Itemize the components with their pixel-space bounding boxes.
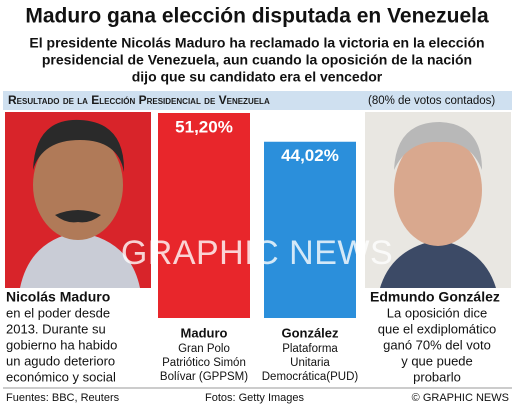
candidate-description: gobierno ha habido	[6, 337, 117, 352]
candidate-description: un agudo deterioro	[6, 353, 115, 368]
value-label: 44,02%	[281, 146, 339, 165]
candidate-description: en el poder desde	[6, 305, 110, 320]
value-label: 51,20%	[175, 117, 233, 136]
category-detail: Gran Polo	[178, 343, 230, 355]
candidate-description: La oposición dice	[387, 305, 487, 320]
category-detail: Unitaria	[290, 357, 330, 369]
footer-sources: Fuentes: BBC, Reuters	[6, 392, 120, 404]
candidate-description: probarlo	[413, 369, 461, 384]
candidate-name: Edmundo González	[370, 289, 500, 305]
category-detail: Democrática(PUD)	[262, 371, 359, 383]
candidate-description: y que puede	[401, 353, 473, 368]
chart-note: (80% de votos contados)	[368, 95, 495, 107]
chart-title: Resultado de la Elección Presidencial de…	[8, 93, 270, 107]
footer-photos: Fotos: Getty Images	[205, 392, 305, 404]
photo-gonzalez	[365, 112, 511, 288]
footer-credit: © GRAPHIC NEWS	[412, 392, 509, 404]
bar	[158, 113, 250, 318]
section-band	[3, 91, 512, 110]
candidate-name: Nicolás Maduro	[6, 289, 110, 305]
candidate-description: 2013. Durante su	[6, 321, 106, 336]
bar-chart: 51,20% Maduro Gran Polo Patriótico Simón Bol…	[158, 113, 358, 383]
photo-maduro	[5, 112, 151, 288]
category-label: González	[281, 325, 339, 340]
subtitle: presidencial de Venezuela, aun cuando la…	[42, 52, 472, 68]
candidate-description: ganó 70% del voto	[383, 337, 491, 352]
category-label: Maduro	[181, 325, 228, 340]
category-detail: Patriótico Simón	[162, 357, 246, 369]
watermark: GRAPHIC NEWS	[121, 234, 393, 272]
subtitle: dijo que su candidato era el vencedor	[132, 69, 383, 85]
bar	[264, 141, 356, 318]
candidate-description: económico y social	[6, 369, 116, 384]
candidate-description: que el exdiplomático	[378, 321, 497, 336]
subtitle: El presidente Nicolás Maduro ha reclamad…	[29, 35, 484, 51]
title: Maduro gana elección disputada en Venezu…	[25, 5, 489, 28]
category-detail: Bolívar (GPPSM)	[160, 371, 248, 383]
category-detail: Plataforma	[282, 343, 338, 355]
